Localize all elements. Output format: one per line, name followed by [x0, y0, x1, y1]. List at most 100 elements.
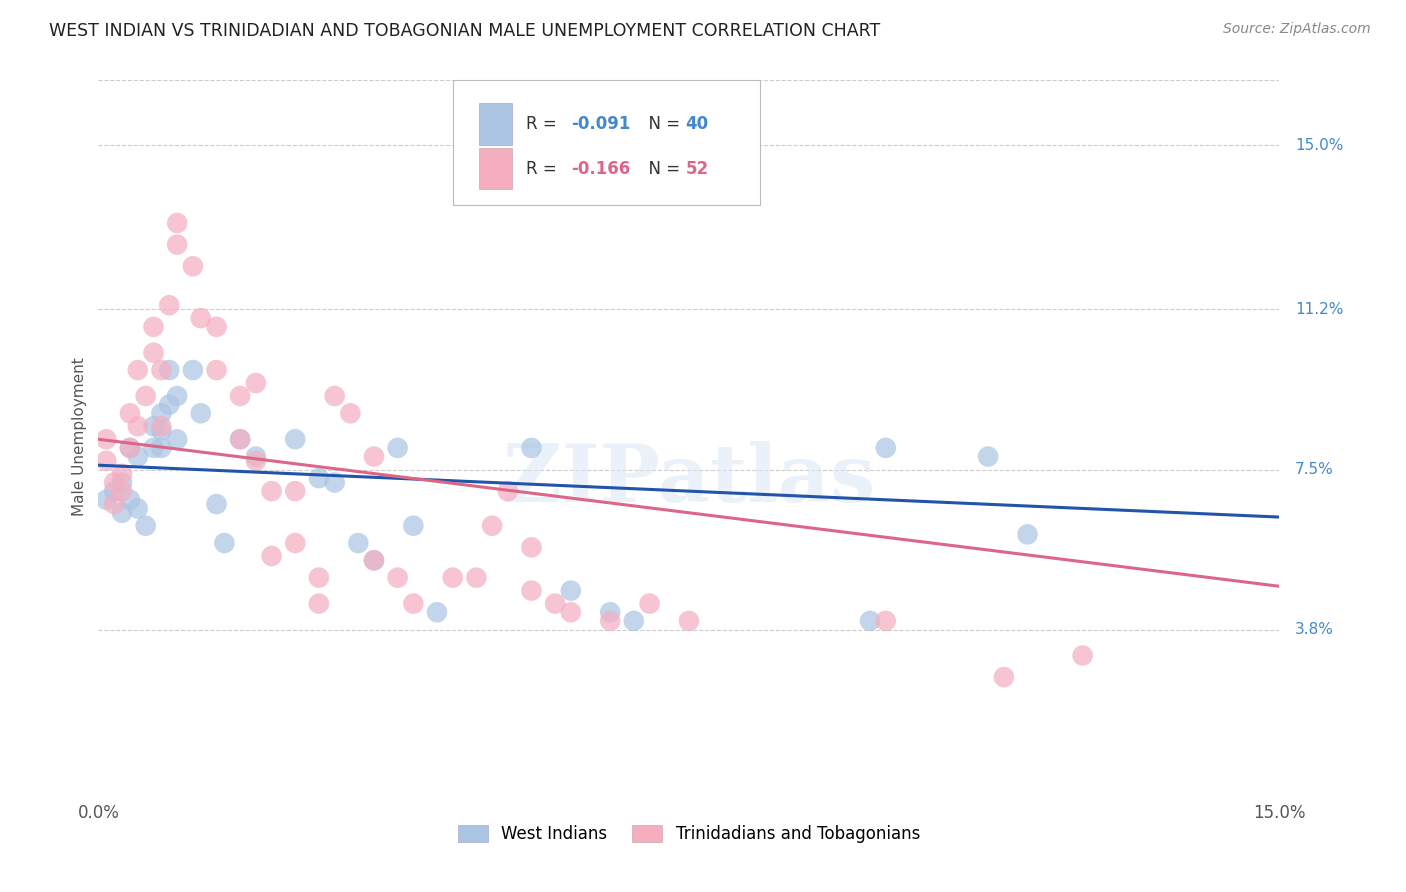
Point — [323, 389, 346, 403]
Point — [859, 614, 882, 628]
Point — [142, 419, 165, 434]
Point — [135, 518, 157, 533]
Point — [142, 345, 165, 359]
Point — [157, 398, 180, 412]
Point — [150, 441, 173, 455]
Point — [560, 605, 582, 619]
Point — [142, 319, 165, 334]
Point — [103, 497, 125, 511]
Point — [638, 597, 661, 611]
Point — [387, 441, 409, 455]
Point — [465, 571, 488, 585]
Text: R =: R = — [526, 160, 562, 178]
Text: N =: N = — [638, 160, 686, 178]
Point — [875, 614, 897, 628]
Point — [308, 597, 330, 611]
Point — [323, 475, 346, 490]
Point — [363, 450, 385, 464]
Text: 3.8%: 3.8% — [1295, 622, 1334, 637]
Text: WEST INDIAN VS TRINIDADIAN AND TOBAGONIAN MALE UNEMPLOYMENT CORRELATION CHART: WEST INDIAN VS TRINIDADIAN AND TOBAGONIA… — [49, 22, 880, 40]
Point — [111, 484, 134, 499]
Point — [599, 614, 621, 628]
Point — [118, 441, 141, 455]
Text: 11.2%: 11.2% — [1295, 302, 1344, 317]
Point — [150, 363, 173, 377]
Y-axis label: Male Unemployment: Male Unemployment — [72, 358, 87, 516]
Point — [205, 363, 228, 377]
Point — [426, 605, 449, 619]
Point — [96, 454, 118, 468]
Point — [229, 432, 252, 446]
Point — [157, 363, 180, 377]
Point — [205, 497, 228, 511]
Point — [127, 363, 149, 377]
Point — [190, 406, 212, 420]
Point — [1017, 527, 1039, 541]
Point — [977, 450, 1000, 464]
Text: 7.5%: 7.5% — [1295, 462, 1334, 477]
Point — [127, 501, 149, 516]
Point — [214, 536, 236, 550]
Point — [623, 614, 645, 628]
Text: 15.0%: 15.0% — [1295, 137, 1344, 153]
Point — [205, 319, 228, 334]
Point — [135, 389, 157, 403]
Point — [166, 432, 188, 446]
Point — [284, 432, 307, 446]
Point — [245, 454, 267, 468]
Text: R =: R = — [526, 115, 562, 133]
Text: Source: ZipAtlas.com: Source: ZipAtlas.com — [1223, 22, 1371, 37]
Point — [96, 492, 118, 507]
Point — [520, 441, 543, 455]
Legend: West Indians, Trinidadians and Tobagonians: West Indians, Trinidadians and Tobagonia… — [451, 818, 927, 850]
Point — [118, 492, 141, 507]
Point — [875, 441, 897, 455]
Point — [118, 441, 141, 455]
FancyBboxPatch shape — [478, 103, 512, 145]
Point — [229, 432, 252, 446]
Point — [111, 467, 134, 481]
Point — [127, 450, 149, 464]
Point — [544, 597, 567, 611]
Point — [1071, 648, 1094, 663]
Point — [103, 475, 125, 490]
FancyBboxPatch shape — [453, 80, 759, 205]
Point — [520, 583, 543, 598]
Point — [150, 424, 173, 438]
Point — [229, 389, 252, 403]
Point — [166, 237, 188, 252]
Point — [481, 518, 503, 533]
Point — [166, 216, 188, 230]
Point — [308, 571, 330, 585]
Point — [496, 484, 519, 499]
Point — [402, 518, 425, 533]
Point — [245, 376, 267, 390]
Point — [96, 432, 118, 446]
Point — [150, 419, 173, 434]
Point — [599, 605, 621, 619]
Text: N =: N = — [638, 115, 686, 133]
Point — [363, 553, 385, 567]
Point — [150, 406, 173, 420]
Point — [387, 571, 409, 585]
Text: -0.091: -0.091 — [571, 115, 630, 133]
Point — [308, 471, 330, 485]
Point — [441, 571, 464, 585]
Point — [111, 475, 134, 490]
Point — [103, 484, 125, 499]
Point — [339, 406, 361, 420]
FancyBboxPatch shape — [478, 148, 512, 189]
Point — [260, 484, 283, 499]
Point — [181, 363, 204, 377]
Point — [993, 670, 1015, 684]
Point — [347, 536, 370, 550]
Text: 52: 52 — [685, 160, 709, 178]
Point — [157, 298, 180, 312]
Text: ZIPatlas: ZIPatlas — [503, 441, 875, 519]
Point — [190, 311, 212, 326]
Point — [284, 484, 307, 499]
Point — [260, 549, 283, 563]
Point — [284, 536, 307, 550]
Point — [111, 506, 134, 520]
Point — [678, 614, 700, 628]
